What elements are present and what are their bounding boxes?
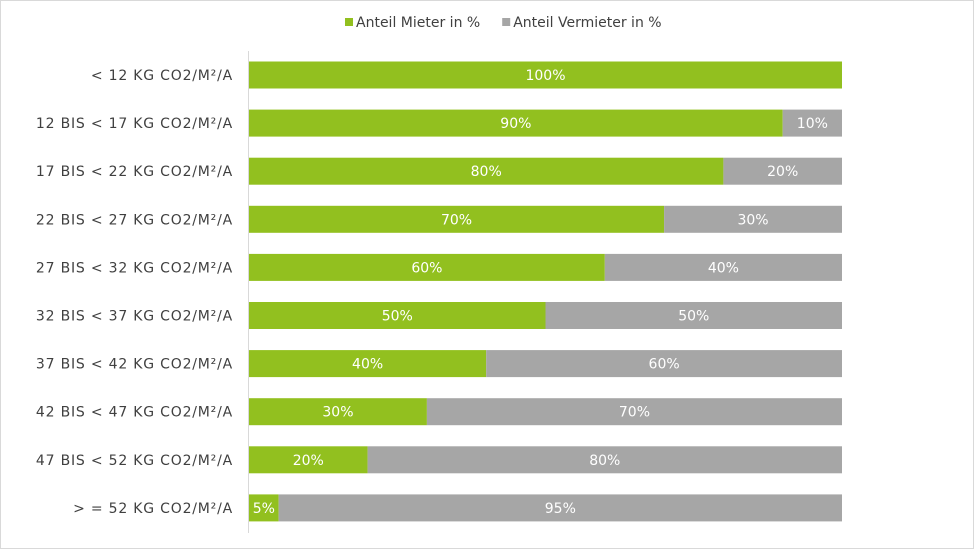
bar-segment-mieter: [249, 157, 724, 185]
category-label: 12 BIS < 17 KG CO2/M²/A: [36, 116, 233, 132]
bar-segment-mieter: [249, 302, 546, 329]
data-label: 40%: [708, 260, 739, 276]
legend-label: Anteil Vermieter in %: [513, 15, 661, 31]
bar-segment-mieter: [249, 398, 427, 426]
data-label: 95%: [545, 501, 576, 517]
bar-segment-vermieter: [723, 157, 842, 185]
bar-segment-mieter: [249, 350, 487, 378]
bar-segment-mieter: [249, 61, 842, 89]
bar-segment-mieter: [249, 446, 368, 474]
bar-segment-vermieter: [426, 398, 842, 426]
category-label: > = 52 KG CO2/M²/A: [73, 501, 233, 517]
bar-segment-vermieter: [664, 205, 842, 233]
bar-segment-mieter: [249, 205, 665, 233]
data-label: 90%: [500, 116, 531, 132]
data-label: 20%: [767, 164, 798, 180]
legend-swatch: [345, 18, 353, 26]
category-label: < 12 KG CO2/M²/A: [91, 68, 233, 84]
data-label: 5%: [253, 501, 275, 517]
bar-segment-mieter: [249, 494, 279, 522]
data-label: 10%: [797, 116, 828, 132]
data-label: 60%: [649, 357, 680, 373]
data-label: 40%: [352, 357, 383, 373]
data-label: 70%: [619, 405, 650, 421]
bar-segment-vermieter: [367, 446, 842, 474]
bar-segment-vermieter: [782, 109, 842, 137]
bar-segment-vermieter: [278, 494, 842, 522]
bar-segment-vermieter: [604, 253, 842, 281]
legend-label: Anteil Mieter in %: [356, 15, 480, 31]
category-label: 22 BIS < 27 KG CO2/M²/A: [36, 212, 233, 228]
legend: Anteil Mieter in % Anteil Vermieter in %: [345, 15, 662, 31]
data-label: 80%: [589, 453, 620, 469]
category-label: 32 BIS < 37 KG CO2/M²/A: [36, 309, 233, 325]
data-label: 50%: [678, 309, 709, 325]
category-label: 47 BIS < 52 KG CO2/M²/A: [36, 453, 233, 469]
category-label: 27 BIS < 32 KG CO2/M²/A: [36, 260, 233, 276]
data-label: 20%: [293, 453, 324, 469]
bar-segment-mieter: [249, 109, 783, 137]
category-label: 17 BIS < 22 KG CO2/M²/A: [36, 164, 233, 180]
category-label: 42 BIS < 47 KG CO2/M²/A: [36, 405, 233, 421]
data-label: 50%: [382, 309, 413, 325]
data-label: 30%: [322, 405, 353, 421]
bar-segment-mieter: [249, 253, 605, 281]
data-label: 60%: [411, 260, 442, 276]
category-label: 37 BIS < 42 KG CO2/M²/A: [36, 357, 233, 373]
data-label: 70%: [441, 212, 472, 228]
bar-segment-vermieter: [545, 302, 842, 329]
data-label: 100%: [525, 68, 565, 84]
data-label: 30%: [737, 212, 768, 228]
bar-segment-vermieter: [486, 350, 842, 378]
legend-swatch: [502, 18, 511, 26]
data-label: 80%: [471, 164, 502, 180]
bars: 100% 90% 10% 80% 20% 70% 30% 60% 40% 50% 50% 40% 60%…: [249, 61, 842, 522]
category-labels: < 12 KG CO2/M²/A 12 BIS < 17 KG CO2/M²/A 1…: [36, 68, 233, 517]
